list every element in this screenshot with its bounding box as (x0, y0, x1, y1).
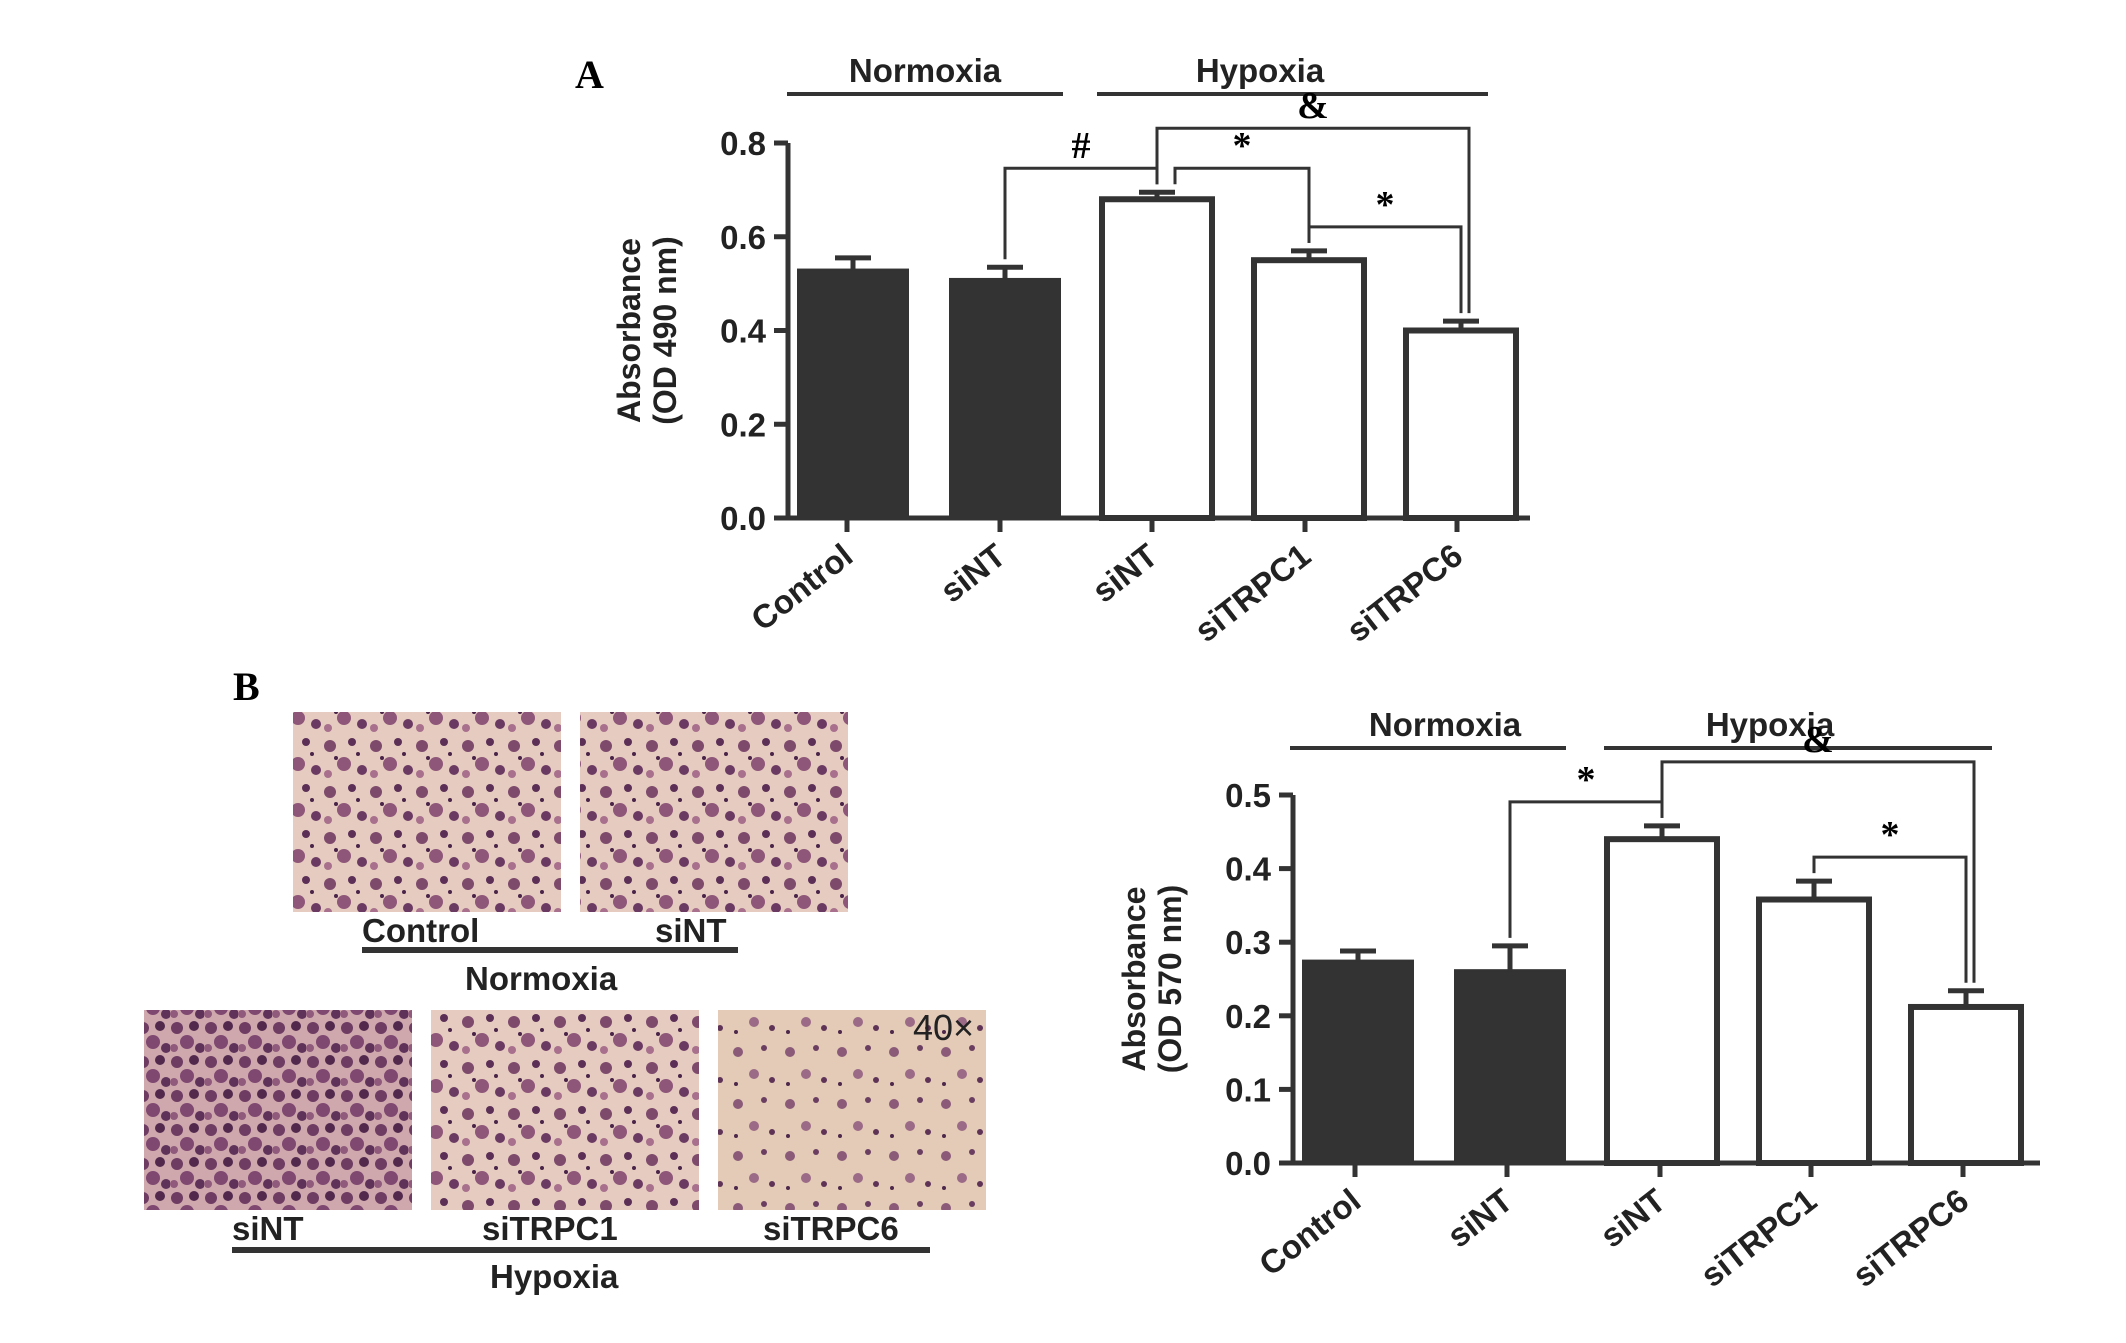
category-label: siNT (1440, 1181, 1519, 1254)
y-axis-label-units: (OD 570 nm) (1152, 885, 1188, 1073)
micrograph-label-sitrpc6: siTRPC6 (763, 1210, 899, 1247)
category-label: siNT (1593, 1181, 1672, 1254)
micrograph-group-hypoxia: Hypoxia (490, 1258, 619, 1295)
significance-symbol: # (1072, 125, 1091, 167)
y-tick-label: 0.4 (1225, 851, 1272, 888)
significance-bracket (1155, 126, 1471, 314)
category-label: siTRPC6 (1846, 1181, 1976, 1294)
category-label: siTRPC6 (1340, 536, 1470, 649)
group-label: Normoxia (1369, 706, 1522, 743)
bar (949, 277, 1061, 519)
bar (1403, 327, 1519, 521)
significance-symbol: * (1881, 814, 1900, 856)
significance-symbol: * (1233, 125, 1252, 167)
category-label: Control (744, 536, 859, 637)
y-tick-label: 0.4 (720, 313, 767, 350)
panel-label-b: B (233, 664, 260, 709)
category-label: siNT (1085, 536, 1164, 609)
bar (1302, 959, 1414, 1164)
bar (1454, 969, 1566, 1165)
y-tick-label: 0.3 (1225, 924, 1271, 961)
y-tick-label: 0.1 (1225, 1071, 1271, 1108)
y-tick-label: 0.0 (1225, 1145, 1271, 1182)
category-label: Control (1252, 1181, 1367, 1282)
category-label: siTRPC1 (1188, 536, 1318, 649)
bar (1251, 257, 1367, 521)
significance-bracket (1307, 225, 1463, 314)
y-axis-label: Absorbance (611, 238, 647, 423)
micrograph-label-sint-normoxia: siNT (655, 912, 727, 949)
micrograph-hypoxia-sitrpc6 (718, 1010, 986, 1210)
micrograph-hypoxia-sint (144, 1010, 412, 1210)
group-label: Hypoxia (1196, 52, 1325, 89)
group-label: Normoxia (849, 52, 1002, 89)
micrograph-normoxia-control (293, 712, 561, 912)
bar (1908, 1003, 2024, 1167)
bar (797, 268, 909, 519)
y-tick-label: 0.6 (720, 219, 766, 256)
significance-bracket (1660, 760, 1976, 983)
micrograph-normoxia-sint (580, 712, 848, 912)
y-tick-label: 0.2 (720, 406, 766, 443)
significance-bracket (1812, 855, 1968, 983)
chart-b: 0.0 0.1 0.2 0.3 0.4 0.5 Absorbance (OD 570 nm) C… (1116, 706, 2040, 1294)
micrograph-hypoxia-sitrpc1 (431, 1010, 699, 1210)
significance-symbol: & (1802, 719, 1834, 761)
bar (1756, 896, 1872, 1167)
micrograph-group-normoxia: Normoxia (465, 960, 618, 997)
significance-symbol: * (1376, 184, 1395, 226)
micrograph-label-sitrpc1: siTRPC1 (482, 1210, 618, 1247)
panel-label-a: A (575, 52, 604, 97)
y-tick-label: 0.5 (1225, 777, 1271, 814)
micrograph-label-control: Control (362, 912, 479, 949)
micrograph-label-sint-hypoxia: siNT (232, 1210, 304, 1247)
category-label: siNT (933, 536, 1012, 609)
group-label: Hypoxia (1706, 706, 1835, 743)
magnification-label: 40× (913, 1007, 974, 1048)
y-axis-label-units: (OD 490 nm) (647, 236, 683, 424)
y-axis-label: Absorbance (1116, 887, 1152, 1072)
category-label: siTRPC1 (1694, 1181, 1824, 1294)
significance-symbol: & (1297, 85, 1329, 127)
y-tick-label: 0.0 (720, 500, 766, 537)
significance-bracket (1173, 166, 1311, 243)
y-tick-label: 0.8 (720, 125, 766, 162)
micrograph-panel: Control siNT Normoxia 40× siNT siTRPC1 s… (144, 712, 986, 1295)
significance-symbol: * (1577, 759, 1596, 801)
bar (1604, 836, 1720, 1166)
bar (1099, 196, 1215, 521)
y-tick-label: 0.2 (1225, 998, 1271, 1035)
chart-a: 0.0 0.2 0.4 0.6 0.8 Absorbance (OD 490 nm) Cont… (611, 52, 1530, 649)
